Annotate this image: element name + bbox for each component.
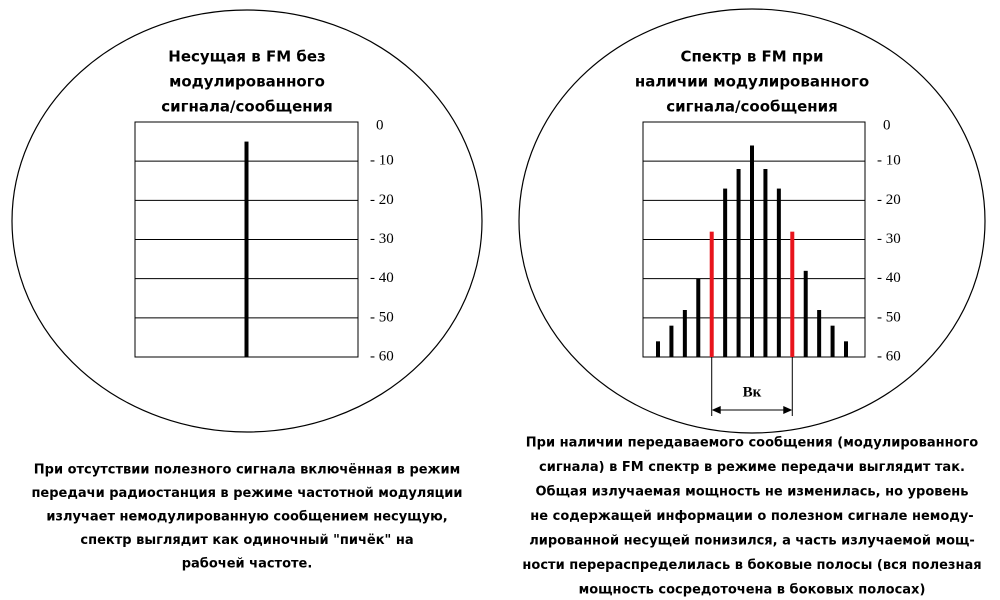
y-tick-label: - 60	[877, 348, 901, 364]
y-tick-label: - 30	[370, 231, 394, 247]
bar	[723, 188, 728, 357]
caption-line: рабочей частоте.	[182, 557, 313, 572]
caption-line: спектр выглядит как одиночный "пичёк" на	[80, 533, 413, 548]
chart-title: Несущая в FM без	[168, 48, 325, 66]
bar	[803, 270, 808, 357]
y-tick-label: - 10	[877, 153, 901, 169]
y-tick-label: 0	[376, 117, 384, 133]
y-tick-label: - 20	[877, 192, 901, 208]
bar	[709, 231, 714, 357]
bar	[669, 325, 674, 357]
y-tick-label: - 40	[877, 270, 901, 286]
bar	[763, 169, 768, 357]
caption-line: мощность сосредоточена в боковых полосах…	[579, 583, 926, 598]
chart-title: модулированного	[169, 73, 325, 91]
chart-title: сигнала/сообщения	[666, 98, 838, 116]
y-tick-label: - 20	[370, 192, 394, 208]
chart-title: Спектр в FM при	[680, 48, 823, 66]
y-tick-label: - 60	[370, 348, 394, 364]
y-tick-label: 0	[883, 117, 891, 133]
caption-line: сигнала) в FM спектр в режиме передачи в…	[539, 460, 965, 475]
bar	[844, 341, 848, 357]
bar	[790, 231, 795, 357]
arrow-head	[711, 406, 793, 414]
caption-line: не содержащей информации о полезном сигн…	[530, 509, 973, 524]
y-tick-label: - 50	[370, 309, 394, 325]
y-tick-label: - 50	[877, 309, 901, 325]
lens-left	[11, 9, 483, 433]
bar	[736, 169, 741, 357]
chart-title: сигнала/сообщения	[161, 98, 333, 116]
caption-line: излучает немодулированную сообщением нес…	[46, 510, 447, 525]
bar	[244, 141, 249, 357]
caption-line: При отсутствии полезного сигнала включён…	[34, 463, 460, 478]
caption-line: Общая излучаемая мощность не изменилась,…	[535, 485, 968, 500]
bar	[776, 188, 781, 357]
caption-line: передачи радиостанция в режиме частотной…	[31, 486, 462, 501]
bar	[817, 310, 822, 357]
y-tick-label: - 30	[877, 231, 901, 247]
y-tick-label: - 10	[370, 153, 394, 169]
bar	[656, 341, 660, 357]
lens-right	[518, 8, 986, 434]
bar	[750, 145, 754, 357]
bar	[696, 278, 701, 357]
caption-line: При наличии передаваемого сообщения (мод…	[526, 436, 979, 451]
chart-title: наличии модулированного	[635, 73, 869, 91]
bandwidth-label: Bк	[743, 384, 762, 400]
bar	[682, 310, 687, 357]
caption-line: лированной несущей понизился, а часть из…	[529, 534, 975, 549]
bar	[830, 325, 835, 357]
caption-line: ности перераспределилась в боковые полос…	[522, 558, 981, 573]
y-tick-label: - 40	[370, 270, 394, 286]
